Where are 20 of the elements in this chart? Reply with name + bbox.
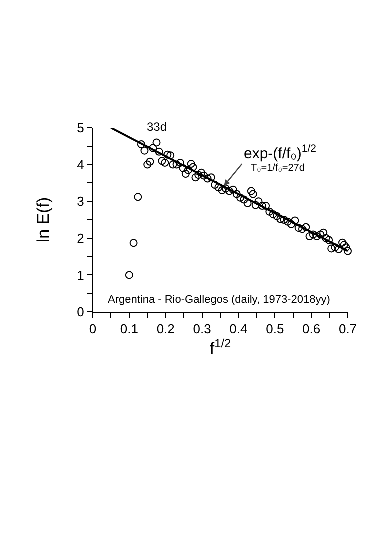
x-tick-label: 0.4 [230,322,248,337]
y-axis-title: ln E(f) [34,197,53,243]
y-tick-label: 4 [77,157,84,172]
x-tick-label: 0.5 [266,322,284,337]
annotation: exp-(f/f₀)$^{1/2}$ [244,143,317,162]
x-tick-label: 0.7 [338,322,358,337]
y-tick-label: 2 [77,230,84,246]
y-tick-label: 5 [77,120,84,136]
annotation: Argentina - Rio-Gallegos (daily, 1973-2018yy) [108,294,330,306]
x-axis-title: f$^{1/2}$ [210,336,232,359]
annotation: T₀=1/f₀=27d [251,163,305,174]
x-tick-label: 0.6 [302,322,321,337]
x-tick-label: 0.2 [156,322,175,337]
x-tick-label: 0.1 [120,322,138,337]
annotation: 33d [147,120,168,134]
y-tick-label: 0 [77,304,84,320]
y-tick-label: 3 [77,194,84,210]
x-tick-label: 0 [89,322,97,337]
y-tick-label: 1 [77,268,84,283]
x-tick-label: 0.3 [193,322,212,337]
